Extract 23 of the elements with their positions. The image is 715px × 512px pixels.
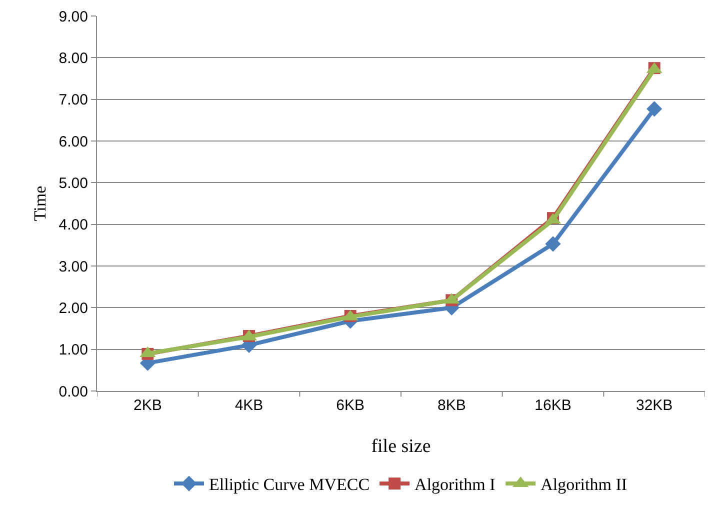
point — [646, 101, 662, 117]
y-tick-label: 3.00 — [58, 258, 88, 276]
y-tick-label: 0.00 — [58, 383, 88, 400]
y-tick-label: 4.00 — [58, 216, 88, 234]
legend-label: Elliptic Curve MVECC — [209, 475, 370, 494]
y-tick-label: 8.00 — [58, 50, 88, 67]
point — [545, 236, 561, 252]
legend-label: Algorithm II — [540, 475, 628, 494]
x-tick-label: 32KB — [636, 397, 673, 414]
y-axis-title: Time — [30, 186, 50, 222]
y-tick-label: 9.00 — [58, 8, 88, 26]
y-tick-label: 6.00 — [58, 133, 88, 150]
x-tick-label: 2KB — [133, 397, 162, 414]
x-axis-title: file size — [371, 436, 431, 457]
x-tick-label: 4KB — [234, 397, 264, 414]
x-tick-label: 8KB — [437, 397, 466, 414]
y-tick-label: 2.00 — [58, 300, 88, 317]
y-tick-label: 1.00 — [58, 342, 88, 359]
legend-label: Algorithm I — [414, 475, 496, 494]
y-tick-label: 7.00 — [58, 92, 88, 109]
y-tick-label: 5.00 — [58, 174, 88, 192]
x-tick-label: 16KB — [534, 397, 572, 414]
x-tick-label: 6KB — [336, 397, 365, 414]
